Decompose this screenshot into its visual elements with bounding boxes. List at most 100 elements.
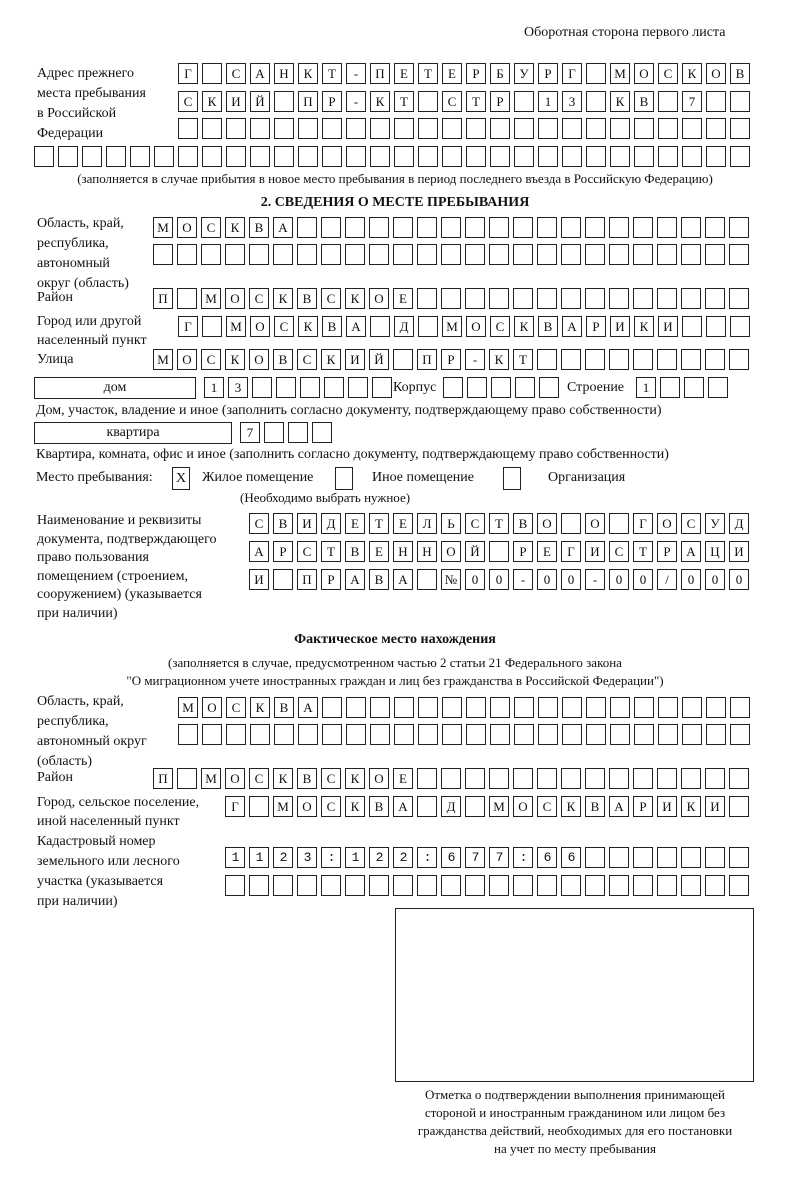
char-cell[interactable] [585, 244, 605, 265]
char-cell[interactable] [417, 244, 437, 265]
char-cell[interactable] [729, 244, 749, 265]
char-cell[interactable]: К [225, 349, 245, 370]
char-cell[interactable] [489, 244, 509, 265]
char-cell[interactable] [297, 875, 317, 896]
char-cell[interactable] [705, 768, 725, 789]
char-cell[interactable] [369, 847, 389, 868]
char-cell[interactable] [586, 118, 606, 139]
char-cell[interactable]: Т [369, 513, 389, 534]
char-cell[interactable] [539, 377, 559, 398]
char-cell[interactable]: В [274, 697, 294, 718]
char-cell[interactable] [225, 244, 245, 265]
char-cell[interactable] [178, 146, 198, 167]
char-cell[interactable] [730, 724, 750, 745]
char-cell[interactable]: В [322, 316, 342, 337]
char-cell[interactable] [681, 847, 701, 868]
char-cell[interactable] [515, 377, 535, 398]
char-cell[interactable] [706, 316, 726, 337]
char-cell[interactable] [729, 217, 749, 238]
char-cell[interactable] [491, 377, 511, 398]
char-cell[interactable] [442, 146, 462, 167]
char-cell[interactable]: Е [345, 513, 365, 534]
char-cell[interactable] [370, 316, 390, 337]
char-cell[interactable] [708, 377, 728, 398]
char-cell[interactable] [417, 847, 437, 868]
char-cell[interactable] [682, 697, 702, 718]
char-cell[interactable] [82, 146, 102, 167]
char-cell[interactable]: П [153, 768, 173, 789]
char-cell[interactable]: С [226, 697, 246, 718]
char-cell[interactable]: С [226, 63, 246, 84]
char-cell[interactable]: М [178, 697, 198, 718]
char-cell[interactable] [634, 724, 654, 745]
char-cell[interactable] [585, 288, 605, 309]
char-cell[interactable]: Б [490, 63, 510, 84]
char-cell[interactable] [658, 697, 678, 718]
char-cell[interactable]: К [345, 796, 365, 817]
char-cell[interactable] [561, 875, 581, 896]
char-cell[interactable]: М [201, 288, 221, 309]
char-cell[interactable]: К [370, 91, 390, 112]
char-cell[interactable] [225, 847, 245, 868]
char-cell[interactable]: Д [729, 513, 749, 534]
char-cell[interactable] [657, 768, 677, 789]
char-cell[interactable] [58, 146, 78, 167]
char-cell[interactable] [394, 146, 414, 167]
char-cell[interactable] [465, 875, 485, 896]
char-cell[interactable] [442, 118, 462, 139]
char-cell[interactable]: Й [465, 541, 485, 562]
char-cell[interactable]: Т [322, 63, 342, 84]
char-cell[interactable] [370, 724, 390, 745]
char-cell[interactable] [537, 768, 557, 789]
char-cell[interactable]: Д [441, 796, 461, 817]
char-cell[interactable] [681, 875, 701, 896]
char-cell[interactable] [730, 146, 750, 167]
char-cell[interactable]: К [321, 349, 341, 370]
char-cell[interactable]: 7 [240, 422, 260, 443]
char-cell[interactable] [538, 146, 558, 167]
char-cell[interactable] [513, 217, 533, 238]
char-cell[interactable] [346, 118, 366, 139]
char-cell[interactable] [705, 847, 725, 868]
char-cell[interactable] [298, 146, 318, 167]
char-cell[interactable] [322, 697, 342, 718]
char-cell[interactable]: Е [442, 63, 462, 84]
char-cell[interactable] [537, 875, 557, 896]
char-cell[interactable]: К [634, 316, 654, 337]
char-cell[interactable]: К [273, 768, 293, 789]
char-cell[interactable] [418, 316, 438, 337]
char-cell[interactable]: А [345, 569, 365, 590]
char-cell[interactable] [489, 541, 509, 562]
char-cell[interactable]: В [273, 349, 293, 370]
char-cell[interactable]: Е [393, 513, 413, 534]
char-cell[interactable]: И [345, 349, 365, 370]
char-cell[interactable] [609, 244, 629, 265]
char-cell[interactable] [562, 146, 582, 167]
char-cell[interactable] [633, 349, 653, 370]
char-cell[interactable] [561, 288, 581, 309]
char-cell[interactable]: С [465, 513, 485, 534]
char-cell[interactable] [274, 118, 294, 139]
char-cell[interactable] [514, 146, 534, 167]
char-cell[interactable] [202, 118, 222, 139]
char-cell[interactable]: К [561, 796, 581, 817]
char-cell[interactable]: 1 [204, 377, 224, 398]
char-cell[interactable]: О [225, 768, 245, 789]
char-cell[interactable]: Е [369, 541, 389, 562]
char-cell[interactable] [657, 349, 677, 370]
char-cell[interactable]: 0 [729, 569, 749, 590]
char-cell[interactable]: П [298, 91, 318, 112]
char-cell[interactable]: 7 [682, 91, 702, 112]
char-cell[interactable] [634, 697, 654, 718]
char-cell[interactable]: Г [178, 316, 198, 337]
char-cell[interactable] [657, 217, 677, 238]
char-cell[interactable] [249, 244, 269, 265]
char-cell[interactable]: И [705, 796, 725, 817]
char-cell[interactable] [177, 768, 197, 789]
char-cell[interactable]: - [513, 569, 533, 590]
char-cell[interactable] [705, 288, 725, 309]
apartment-type-field[interactable]: квартира [34, 422, 232, 444]
char-cell[interactable] [321, 847, 341, 868]
char-cell[interactable]: И [297, 513, 317, 534]
char-cell[interactable] [489, 768, 509, 789]
